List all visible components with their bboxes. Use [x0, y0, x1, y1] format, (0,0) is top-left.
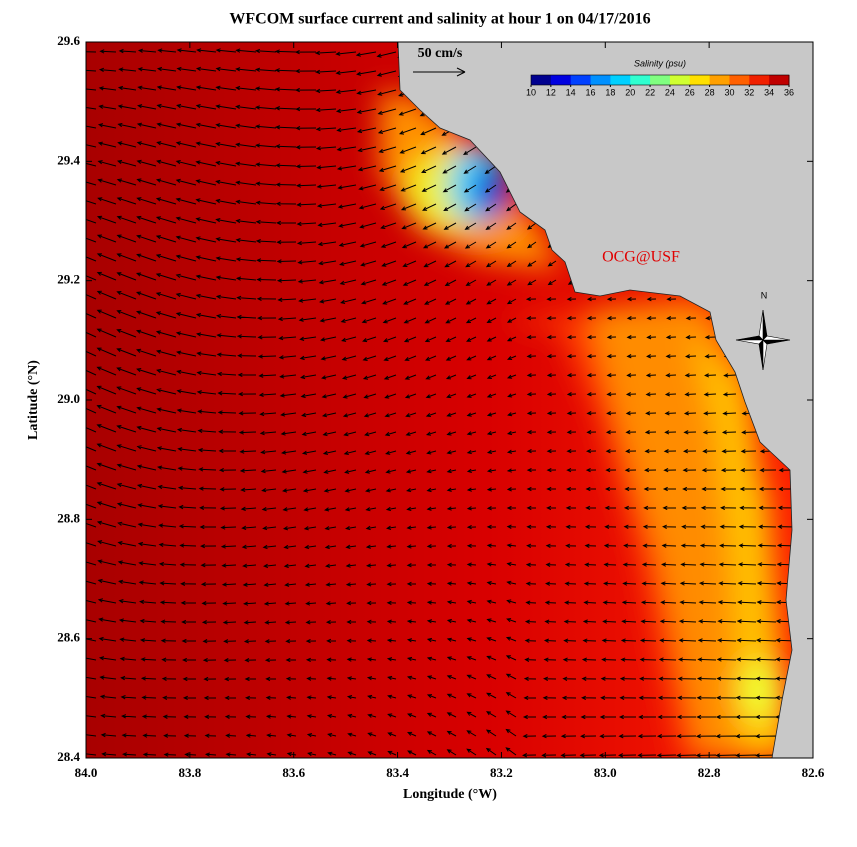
y-tick-label: 29.0: [57, 391, 80, 406]
land: [397, 42, 813, 758]
colorbar-tick-label: 24: [665, 87, 675, 97]
scale-arrow: [413, 67, 466, 77]
colorbar-swatch: [630, 75, 651, 85]
colorbar-frame: [530, 74, 790, 86]
compass-label: N: [761, 290, 768, 300]
colorbar-tick-label: 10: [526, 87, 536, 97]
colorbar-tick-label: 28: [705, 87, 715, 97]
colorbar-label: Salinity (psu): [634, 58, 686, 68]
colorbar-tick-label: 30: [724, 87, 734, 97]
x-axis-label: Longitude (°W): [403, 787, 497, 802]
colorbar-swatch: [590, 75, 611, 85]
salinity-field: [86, 42, 813, 758]
x-tick-label: 82.8: [698, 765, 721, 780]
y-tick-label: 28.8: [57, 510, 80, 525]
y-axis-label: Latitude (°N): [26, 360, 41, 440]
colorbar-tick-label: 34: [764, 87, 774, 97]
y-tick-label: 28.4: [57, 749, 80, 764]
colorbar-tick-label: 16: [586, 87, 596, 97]
y-tick-label: 28.6: [57, 630, 80, 645]
scale-label: 50 cm/s: [418, 46, 463, 61]
x-tick-label: 83.8: [178, 765, 201, 780]
y-tick-label: 29.6: [57, 33, 80, 48]
compass: [735, 309, 791, 371]
colorbar: 10 12 14 16 18 20 22 24 26 28 30 32 34 36: [526, 74, 794, 97]
x-tick-label: 83.0: [594, 765, 617, 780]
x-tick-label: 83.6: [282, 765, 305, 780]
colorbar-swatch: [650, 75, 671, 85]
colorbar-swatch: [610, 75, 631, 85]
x-tick-label: 83.2: [490, 765, 513, 780]
y-tick-label: 29.4: [57, 152, 80, 167]
colorbar-swatch: [669, 75, 691, 85]
colorbar-swatch: [689, 75, 711, 85]
colorbar-tick-label: 36: [784, 87, 794, 97]
colorbar-swatch: [749, 75, 770, 85]
x-tick-label: 83.4: [386, 765, 409, 780]
colorbar-swatch: [550, 75, 572, 85]
colorbar-swatch: [769, 75, 790, 85]
colorbar-swatch: [709, 75, 730, 85]
colorbar-swatch: [570, 75, 592, 85]
colorbar-tick-label: 32: [744, 87, 754, 97]
x-tick-label: 84.0: [75, 765, 98, 780]
colorbar-tick-label: 12: [546, 87, 556, 97]
x-tick-label: 82.6: [802, 765, 825, 780]
colorbar-swatch: [531, 75, 552, 85]
title: WFCOM surface current and salinity at ho…: [229, 11, 650, 28]
colorbar-tick-label: 14: [566, 87, 576, 97]
colorbar-tick-label: 20: [625, 87, 635, 97]
colorbar-tick-label: 26: [685, 87, 695, 97]
colorbar-swatch: [729, 75, 750, 85]
colorbar-tick-label: 22: [645, 87, 655, 97]
y-tick-label: 29.2: [57, 272, 80, 287]
credit: OCG@USF: [602, 249, 680, 266]
colorbar-tick-label: 18: [605, 87, 615, 97]
